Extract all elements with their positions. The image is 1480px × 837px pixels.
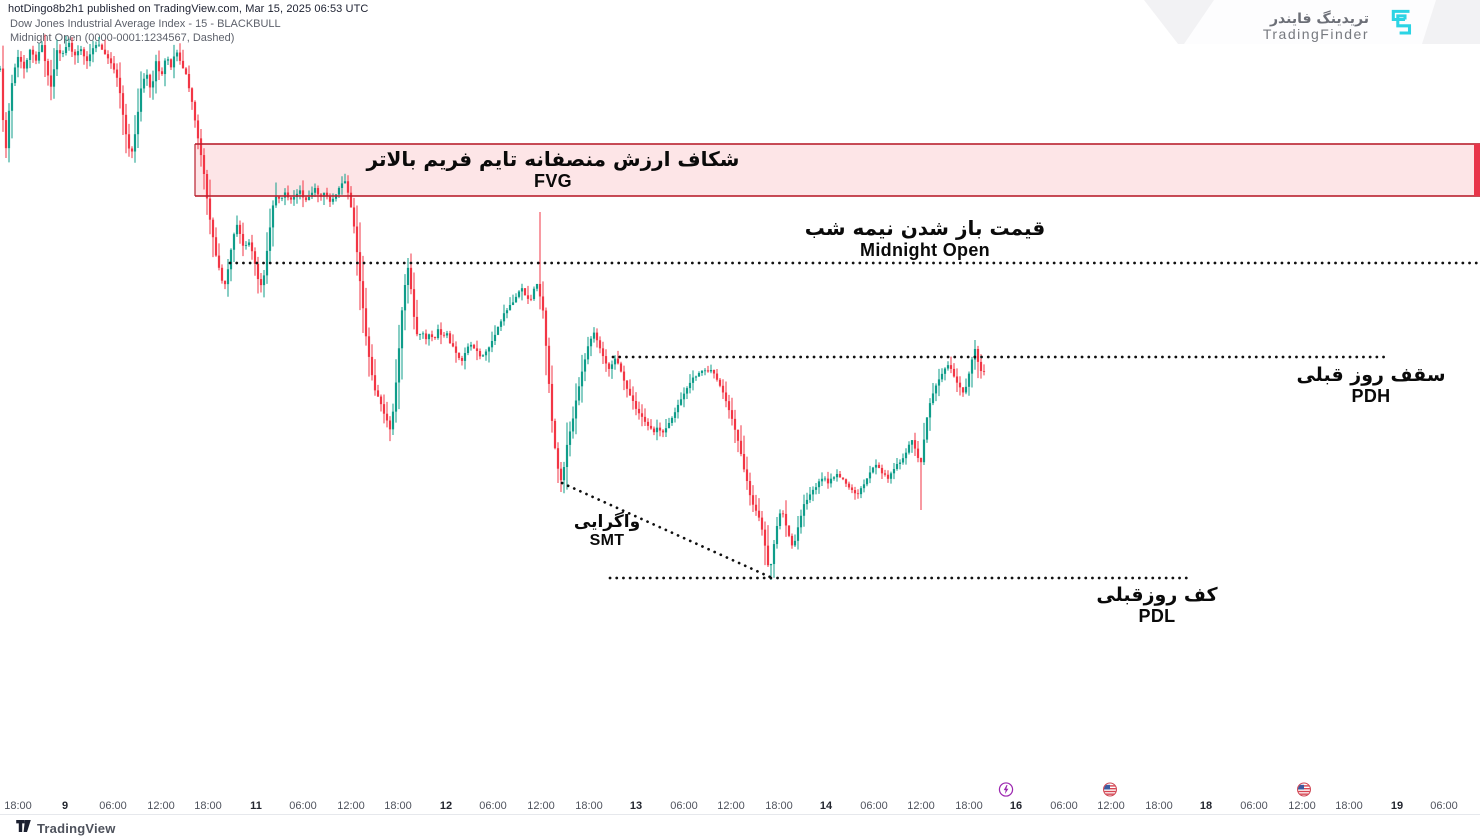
axis-label: 06:00 xyxy=(1240,800,1268,812)
axis-label: 14 xyxy=(819,800,833,812)
annotation-smt: واگرایی SMT xyxy=(574,512,640,550)
axis-label: 18:00 xyxy=(1145,800,1173,812)
pdl-label-en: PDL xyxy=(1138,606,1176,626)
tradingfinder-brand-fa: تریدینگ فایندر xyxy=(1269,10,1369,27)
axis-label: 06:00 xyxy=(670,800,698,812)
publish-info: hotDingo8b2h1 published on TradingView.c… xyxy=(8,3,369,15)
axis-label: 12:00 xyxy=(1097,800,1125,812)
tradingview-wordmark: TradingView xyxy=(37,820,116,836)
annotation-pdl: کف روزقبلی PDL xyxy=(1096,584,1217,627)
fvg-label-en: FVG xyxy=(534,171,572,191)
axis-label: 16 xyxy=(1009,800,1023,812)
axis-label: 18:00 xyxy=(1335,800,1363,812)
annotation-fvg: شکاف ارزش منصفانه تایم فریم بالاتر FVG xyxy=(367,147,740,192)
axis-label: 06:00 xyxy=(860,800,888,812)
smt-label-fa: واگرایی xyxy=(573,512,641,532)
time-axis[interactable]: 18:00 9 06:00 12:00 18:00 11 06:00 12:00 18:00 12… xyxy=(0,798,1480,814)
axis-label: 18:00 xyxy=(955,800,983,812)
economic-event-us-flag-icon[interactable] xyxy=(1297,782,1312,797)
axis-label: 12:00 xyxy=(147,800,175,812)
watermark-card xyxy=(1184,0,1436,44)
axis-label: 06:00 xyxy=(99,800,127,812)
smt-label-en: SMT xyxy=(589,532,625,549)
axis-label: 18:00 xyxy=(4,800,32,812)
axis-label: 18:00 xyxy=(765,800,793,812)
axis-label: 12:00 xyxy=(717,800,745,812)
fvg-label-fa: شکاف ارزش منصفانه تایم فریم بالاتر xyxy=(366,147,740,171)
axis-label: 06:00 xyxy=(289,800,317,812)
annotation-pdh: سقف روز قبلی PDH xyxy=(1296,364,1445,407)
symbol-title[interactable]: Dow Jones Industrial Average Index - 15 … xyxy=(10,18,281,30)
axis-label: 12 xyxy=(439,800,453,812)
axis-label: 18:00 xyxy=(384,800,412,812)
axis-label: 12:00 xyxy=(527,800,555,812)
economic-event-power-icon[interactable] xyxy=(998,782,1014,797)
footer-divider xyxy=(0,814,1480,815)
tradingfinder-logo[interactable]: تریدینگ فایندر TradingFinder xyxy=(1263,6,1414,47)
axis-label: 06:00 xyxy=(479,800,507,812)
midnight-label-en: Midnight Open xyxy=(860,240,990,260)
axis-label: 12:00 xyxy=(337,800,365,812)
tradingfinder-brand-en: TradingFinder xyxy=(1262,25,1369,42)
midnight-label-fa: قیمت باز شدن نیمه شب xyxy=(804,216,1046,240)
pdh-label-en: PDH xyxy=(1351,386,1391,406)
pdh-label-fa: سقف روز قبلی xyxy=(1296,364,1446,386)
pdl-label-fa: کف روزقبلی xyxy=(1096,584,1218,606)
axis-label: 18:00 xyxy=(194,800,222,812)
axis-label: 13 xyxy=(629,800,643,812)
tradingfinder-icon xyxy=(1378,6,1414,47)
axis-label: 06:00 xyxy=(1050,800,1078,812)
axis-label: 06:00 xyxy=(1430,800,1458,812)
tradingview-icon xyxy=(16,819,31,837)
axis-label: 11 xyxy=(250,800,262,812)
tradingview-logo[interactable]: TradingView xyxy=(16,819,116,837)
axis-label: 12:00 xyxy=(1288,800,1316,812)
axis-label: 18:00 xyxy=(575,800,603,812)
annotation-midnight-open: قیمت باز شدن نیمه شب Midnight Open xyxy=(805,216,1046,261)
economic-event-us-flag-icon[interactable] xyxy=(1103,782,1118,797)
axis-label: 19 xyxy=(1390,800,1404,812)
axis-label: 12:00 xyxy=(907,800,935,812)
axis-label: 9 xyxy=(61,800,69,812)
axis-event-icons xyxy=(0,782,1480,798)
axis-label: 18 xyxy=(1199,800,1213,812)
